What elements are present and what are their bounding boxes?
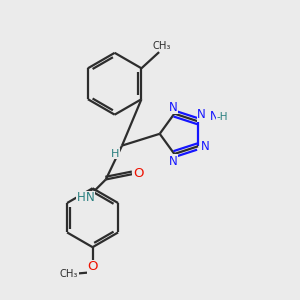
Text: O: O: [87, 260, 98, 273]
Text: N: N: [169, 101, 177, 114]
Text: N: N: [210, 110, 219, 123]
Text: -H: -H: [217, 112, 228, 122]
Text: N: N: [201, 140, 210, 153]
Text: H: H: [111, 149, 120, 159]
Text: N: N: [86, 191, 94, 205]
Text: N: N: [197, 108, 206, 122]
Text: N: N: [169, 155, 177, 168]
Text: O: O: [133, 167, 143, 180]
Text: CH₃: CH₃: [152, 40, 171, 51]
Text: H: H: [77, 191, 86, 205]
Text: CH₃: CH₃: [60, 269, 78, 279]
